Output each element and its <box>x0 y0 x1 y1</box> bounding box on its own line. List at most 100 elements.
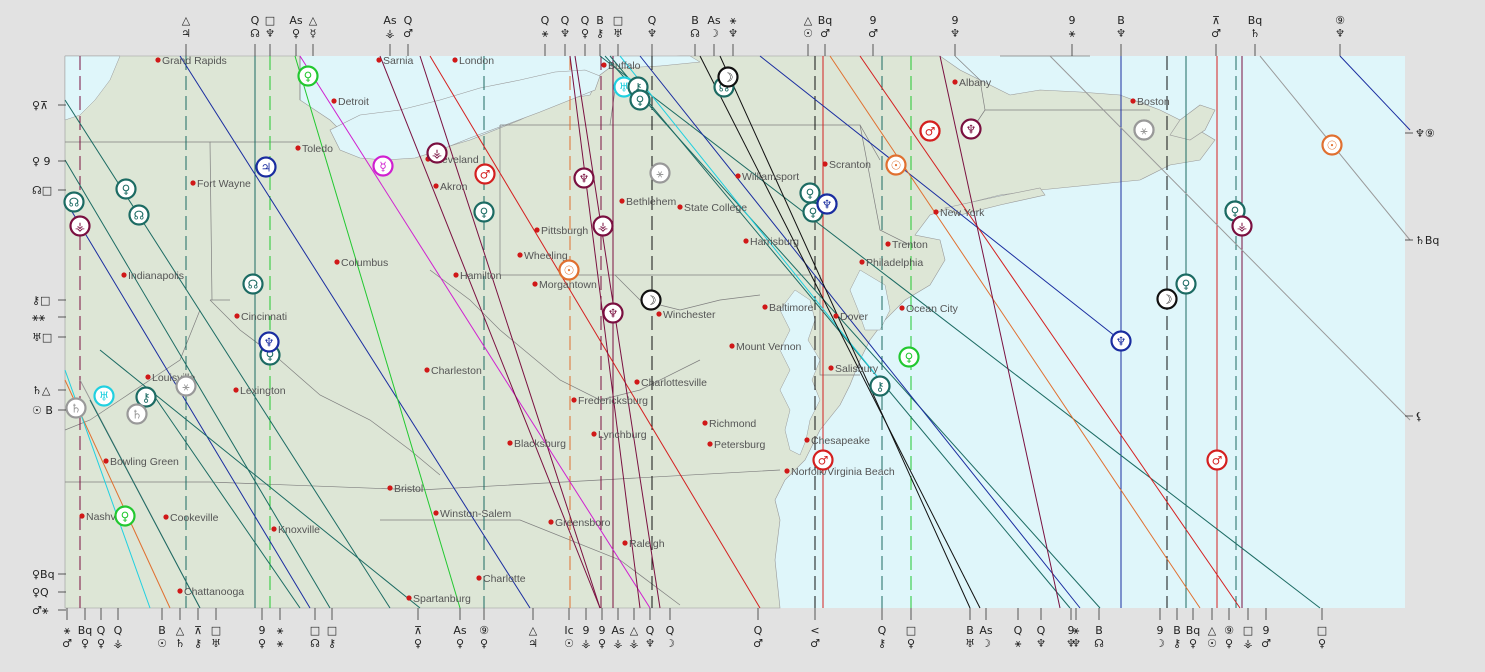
city-virginia-beach[interactable]: Norfolk/Virginia Beach <box>784 466 895 478</box>
planet-marker-m51[interactable]: ♆ <box>816 193 838 215</box>
planet-marker-m31[interactable]: ☊ <box>63 191 85 213</box>
city-dot <box>155 57 161 63</box>
city-chesapeake[interactable]: Chesapeake <box>804 435 870 447</box>
city-bristol[interactable]: Bristol <box>387 483 423 495</box>
city-scranton[interactable]: Scranton <box>822 159 871 171</box>
city-blacksburg[interactable]: Blacksburg <box>507 438 566 450</box>
city-charlottesville[interactable]: Charlottesville <box>634 377 707 389</box>
city-trenton[interactable]: Trenton <box>885 239 928 251</box>
planet-marker-m11[interactable]: ☽ <box>640 289 662 311</box>
planet-marker-m23[interactable]: ♀ <box>799 182 821 204</box>
city-albany[interactable]: Albany <box>952 77 992 89</box>
city-buffalo[interactable]: Buffalo <box>601 60 641 72</box>
planet-marker-m8[interactable]: ⚶ <box>592 215 614 237</box>
city-charlotte[interactable]: Charlotte <box>476 573 526 585</box>
planet-marker-m4[interactable]: ⚶ <box>426 142 448 164</box>
planet-marker-m37[interactable]: ⚷ <box>869 375 891 397</box>
city-philadelphia[interactable]: Philadelphia <box>859 257 923 269</box>
planet-marker-m43[interactable]: ♆ <box>1110 330 1132 352</box>
planet-marker-m36[interactable]: ⚹ <box>175 375 197 397</box>
city-winston-salem[interactable]: Winston-Salem <box>433 508 511 520</box>
city-detroit[interactable]: Detroit <box>331 96 369 108</box>
city-boston[interactable]: Boston <box>1130 96 1170 108</box>
city-toledo[interactable]: Toledo <box>295 143 333 155</box>
city-morgantown[interactable]: Morgantown <box>532 279 597 291</box>
planet-marker-m26[interactable]: ☊ <box>242 273 264 295</box>
marker-ring <box>1321 134 1343 156</box>
city-akron[interactable]: Akron <box>433 181 468 193</box>
top-label-t16: ⚹♆ <box>728 14 738 56</box>
planet-marker-m46[interactable]: ♂ <box>919 120 941 142</box>
city-petersburg[interactable]: Petersburg <box>707 439 766 451</box>
city-label: Greensboro <box>555 517 611 529</box>
planet-marker-m40[interactable]: ♀ <box>114 505 136 527</box>
planet-marker-m47[interactable]: ⚹ <box>1133 119 1155 141</box>
planet-marker-m10[interactable]: ☉ <box>558 259 580 281</box>
city-pittsburgh[interactable]: Pittsburgh <box>534 225 588 237</box>
planet-marker-m38[interactable]: ♄ <box>126 403 148 425</box>
city-richmond[interactable]: Richmond <box>702 418 756 430</box>
planet-marker-m19[interactable]: ♆ <box>960 118 982 140</box>
city-charleston[interactable]: Charleston <box>424 365 482 377</box>
top-edge-labels: △♃Q☊□♆As♀△☿As⚶Q♂Q⚹Q♆Q♀B⚷□♅Q♆B☊As☽⚹♆△☉Bq♂… <box>181 14 1345 56</box>
city-harrisburg[interactable]: Harrisburg <box>743 236 799 248</box>
planet-marker-m29[interactable]: ☊ <box>128 204 150 226</box>
city-wheeling[interactable]: Wheeling <box>517 250 568 262</box>
city-state-college[interactable]: State College <box>677 202 747 214</box>
city-winchester[interactable]: Winchester <box>656 309 716 321</box>
city-fort-wayne[interactable]: Fort Wayne <box>190 178 251 190</box>
planet-marker-m34[interactable]: ♅ <box>93 385 115 407</box>
planet-marker-m5[interactable]: ♂ <box>474 163 496 185</box>
city-bethlehem[interactable]: Bethlehem <box>619 196 676 208</box>
city-indianapolis[interactable]: Indianapolis <box>121 270 184 282</box>
planet-marker-m12[interactable]: ♆ <box>602 302 624 324</box>
planet-marker-m30[interactable]: ⚶ <box>69 215 91 237</box>
planet-marker-m39[interactable]: ☉ <box>1321 134 1343 156</box>
planet-marker-m32[interactable]: ♆ <box>258 331 280 353</box>
planet-marker-m48[interactable]: ♄ <box>65 397 87 419</box>
planet-marker-m17[interactable]: ☽ <box>717 66 739 88</box>
city-grand-rapids[interactable]: Grand Rapids <box>155 55 227 67</box>
city-knoxville[interactable]: Knoxville <box>271 524 320 536</box>
planet-marker-m42[interactable]: ♂ <box>1206 449 1228 471</box>
planet-marker-m2[interactable]: ♃ <box>255 156 277 178</box>
city-columbus[interactable]: Columbus <box>334 257 388 269</box>
planet-marker-m22[interactable]: ☉ <box>885 154 907 176</box>
bottom-label-b1: ⚹♂ <box>62 608 72 650</box>
city-williamsport[interactable]: Williamsport <box>735 171 799 183</box>
city-dover[interactable]: Dover <box>833 311 869 323</box>
planet-marker-m1[interactable]: ♀ <box>297 65 319 87</box>
city-ocean-city[interactable]: Ocean City <box>899 303 959 315</box>
city-greensboro[interactable]: Greensboro <box>548 517 611 529</box>
planet-marker-m35[interactable]: ⚷ <box>135 386 157 408</box>
city-spartanburg[interactable]: Spartanburg <box>406 593 471 605</box>
planet-marker-m6[interactable]: ♀ <box>473 201 495 223</box>
city-sarnia[interactable]: Sarnia <box>376 55 414 67</box>
city-cincinnati[interactable]: Cincinnati <box>234 311 287 323</box>
planet-marker-m7[interactable]: ♆ <box>573 167 595 189</box>
city-lexington[interactable]: Lexington <box>233 385 286 397</box>
planet-marker-m15[interactable]: ♀ <box>629 89 651 111</box>
city-cookeville[interactable]: Cookeville <box>163 512 219 524</box>
planet-marker-m3[interactable]: ☿ <box>372 155 394 177</box>
planet-marker-m50[interactable]: ⚶ <box>1231 215 1253 237</box>
city-raleigh[interactable]: Raleigh <box>622 538 665 550</box>
city-salisbury[interactable]: Salisbury <box>828 363 879 375</box>
planet-marker-m33[interactable]: ♀ <box>898 346 920 368</box>
top-label-line: ♃ <box>181 27 191 40</box>
city-chattanooga[interactable]: Chattanooga <box>177 586 244 598</box>
planet-marker-m44[interactable]: ☽ <box>1156 288 1178 310</box>
planet-marker-m9[interactable]: ⚹ <box>649 162 671 184</box>
city-lynchburg[interactable]: Lynchburg <box>591 429 647 441</box>
city-mount-vernon[interactable]: Mount Vernon <box>729 341 802 353</box>
city-fredericksburg[interactable]: Fredericksburg <box>571 395 648 407</box>
city-new-york[interactable]: New York <box>933 207 985 219</box>
planet-marker-m21[interactable]: ♂ <box>812 449 834 471</box>
planet-marker-m45[interactable]: ♀ <box>1175 273 1197 295</box>
city-hamilton[interactable]: Hamilton <box>453 270 502 282</box>
city-bowling-green[interactable]: Bowling Green <box>103 456 179 468</box>
city-london[interactable]: London <box>452 55 494 67</box>
planet-marker-m28[interactable]: ♀ <box>115 178 137 200</box>
city-baltimore[interactable]: Baltimore <box>762 302 814 314</box>
